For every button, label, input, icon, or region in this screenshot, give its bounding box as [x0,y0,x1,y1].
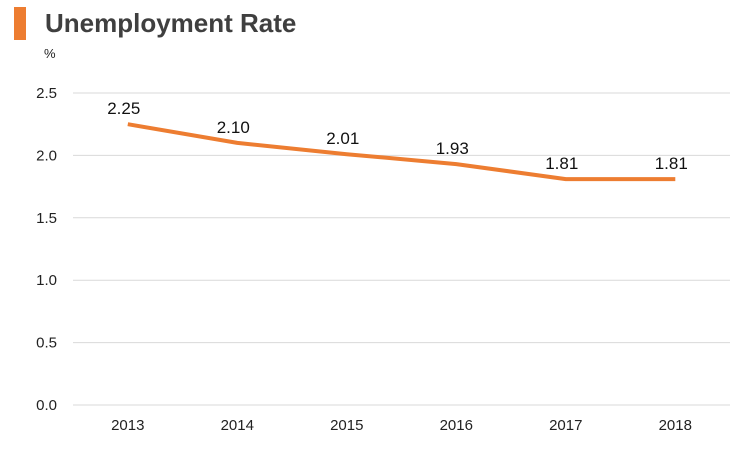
x-axis-ticks: 2013 2014 2015 2016 2017 2018 [111,417,692,434]
x-tick-label: 2018 [659,417,692,434]
y-tick-label: 0.0 [36,397,57,414]
x-tick-label: 2014 [221,417,254,434]
y-tick-label: 1.5 [36,210,57,227]
y-axis-unit-label: % [44,46,56,61]
y-axis-ticks: 0.0 0.5 1.0 1.5 2.0 2.5 [36,85,57,414]
y-tick-label: 1.0 [36,272,57,289]
x-tick-label: 2016 [440,417,473,434]
title-accent-bar [14,7,26,40]
x-tick-label: 2017 [549,417,582,434]
x-tick-label: 2013 [111,417,144,434]
y-tick-label: 2.0 [36,147,57,164]
data-label: 2.10 [217,118,250,137]
data-label: 1.93 [436,139,469,158]
series-layer [127,122,676,182]
x-tick-label: 2015 [330,417,363,434]
chart-title: Unemployment Rate [45,8,297,38]
gridlines [73,92,730,406]
data-label: 1.81 [545,154,578,173]
series-line [127,122,676,182]
data-labels: 2.25 2.10 2.01 1.93 1.81 1.81 [107,99,688,173]
y-tick-label: 0.5 [36,335,57,352]
y-tick-label: 2.5 [36,85,57,102]
data-label: 1.81 [655,154,688,173]
data-label: 2.25 [107,99,140,118]
data-label: 2.01 [326,129,359,148]
